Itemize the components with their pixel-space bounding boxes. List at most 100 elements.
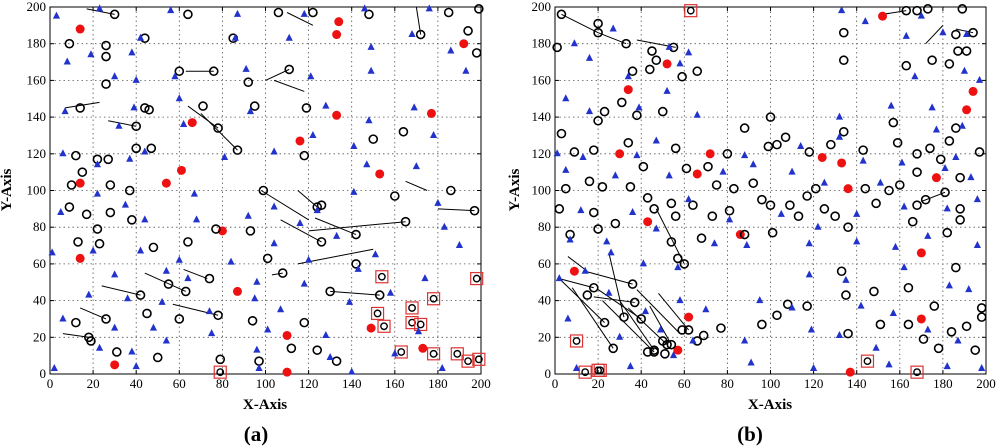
open-node-point <box>698 330 709 341</box>
open-node-point <box>843 222 853 232</box>
red-node-point <box>426 108 436 118</box>
open-node-point <box>183 9 193 20</box>
y-tick-label: 160 <box>27 72 47 87</box>
blue-node-point <box>391 349 399 357</box>
red-node-point <box>705 149 715 159</box>
sink-node-point <box>429 294 438 303</box>
open-node-point <box>301 103 312 113</box>
link-line <box>559 278 594 289</box>
open-node-point <box>666 237 677 247</box>
open-node-point <box>767 227 778 238</box>
open-node-point <box>474 4 484 14</box>
open-node-point <box>101 79 111 89</box>
blue-node-point <box>128 347 136 355</box>
link-line <box>437 208 475 212</box>
open-node-point <box>588 282 599 293</box>
open-node-point <box>729 183 739 194</box>
blue-node-point <box>350 187 358 195</box>
blue-node-point <box>93 160 102 168</box>
open-node-point <box>918 334 929 344</box>
open-node-point <box>836 266 847 277</box>
open-node-point <box>262 253 273 264</box>
red-node-point <box>75 178 85 188</box>
open-node-point <box>929 301 940 311</box>
open-node-point <box>666 339 677 350</box>
open-node-point <box>649 345 659 355</box>
ticks-a: 0 20 40 60 80 100 120 140 160 180 200 0 20 40 60 80 100 1… <box>27 0 491 391</box>
open-node-point <box>907 216 918 227</box>
open-node-point <box>819 204 830 214</box>
open-node-point <box>912 5 922 16</box>
blue-node-point <box>421 274 429 282</box>
open-node-point <box>903 282 914 293</box>
x-tick-label: 180 <box>428 376 448 391</box>
blue-node-point <box>917 11 925 19</box>
blue-node-point <box>835 112 844 120</box>
open-node-point <box>903 319 914 330</box>
blue-node-point <box>885 360 893 368</box>
y-tick-label: 20 <box>538 329 551 344</box>
blue-node-point <box>693 110 701 118</box>
sink-node-box <box>910 365 924 379</box>
panel-a: 0 20 40 60 80 100 120 140 160 180 200 0 20 40 60 80 100 1… <box>0 0 491 446</box>
blue-node-point <box>814 222 822 230</box>
open-node-point <box>901 60 912 71</box>
y-tick-label: 60 <box>33 256 46 271</box>
open-node-point <box>688 200 698 210</box>
y-tick-label: 120 <box>532 146 552 161</box>
y-tick-label: 160 <box>532 72 552 87</box>
blue-node-point <box>943 204 951 212</box>
blue-node-point <box>410 103 418 111</box>
x-tick-label: 40 <box>130 376 143 391</box>
open-node-point <box>135 290 146 300</box>
link-line <box>260 190 309 221</box>
open-node-point <box>871 198 881 209</box>
red-node-point <box>843 184 853 194</box>
blue-node-point <box>307 72 315 80</box>
blue-node-point <box>663 86 671 94</box>
open-node-point <box>843 328 853 339</box>
open-node-point <box>757 194 767 205</box>
x-tick-label: 20 <box>87 376 100 391</box>
open-node-point <box>802 191 812 201</box>
x-tick-label: 40 <box>635 376 648 391</box>
x-tick-label: 200 <box>976 376 996 391</box>
sink-node-point <box>472 274 481 283</box>
open-node-point <box>617 97 627 108</box>
sink-node-box <box>472 352 486 366</box>
y-tick-label: 0 <box>545 366 552 381</box>
blue-node-point <box>132 75 140 83</box>
y-tick-label: 100 <box>27 183 47 198</box>
blue-node-point <box>835 330 844 338</box>
open-node-point <box>105 180 116 190</box>
y-tick-label: 20 <box>33 329 46 344</box>
blue-node-point <box>838 6 846 14</box>
x-tick-label: 160 <box>385 376 405 391</box>
sink-node-point <box>596 366 605 375</box>
open-node-point <box>152 352 163 363</box>
blue-node-point <box>276 305 285 313</box>
open-node-point <box>810 183 821 194</box>
blue-node-point <box>57 208 65 216</box>
blue-node-point <box>900 263 908 271</box>
blue-node-point <box>626 362 635 370</box>
sink-node-point <box>397 348 406 356</box>
open-node-point <box>443 7 454 18</box>
open-node-point <box>208 66 219 77</box>
blue-node-point <box>162 266 170 274</box>
x-tick-label: 80 <box>216 376 229 391</box>
blue-node-point <box>171 72 179 80</box>
blue-node-point <box>676 59 684 67</box>
blue-node-point <box>820 178 828 186</box>
blue-node-point <box>872 343 880 351</box>
x-tick-label: 200 <box>471 376 491 391</box>
open-node-point <box>124 185 135 196</box>
open-node-point <box>71 150 81 161</box>
open-node-point <box>793 211 804 221</box>
open-node-point <box>912 200 922 210</box>
red-node-point <box>295 136 305 146</box>
open-node-point <box>642 193 653 203</box>
open-node-point <box>765 200 776 210</box>
open-node-point <box>649 204 659 214</box>
x-tick-label: 120 <box>804 376 824 391</box>
